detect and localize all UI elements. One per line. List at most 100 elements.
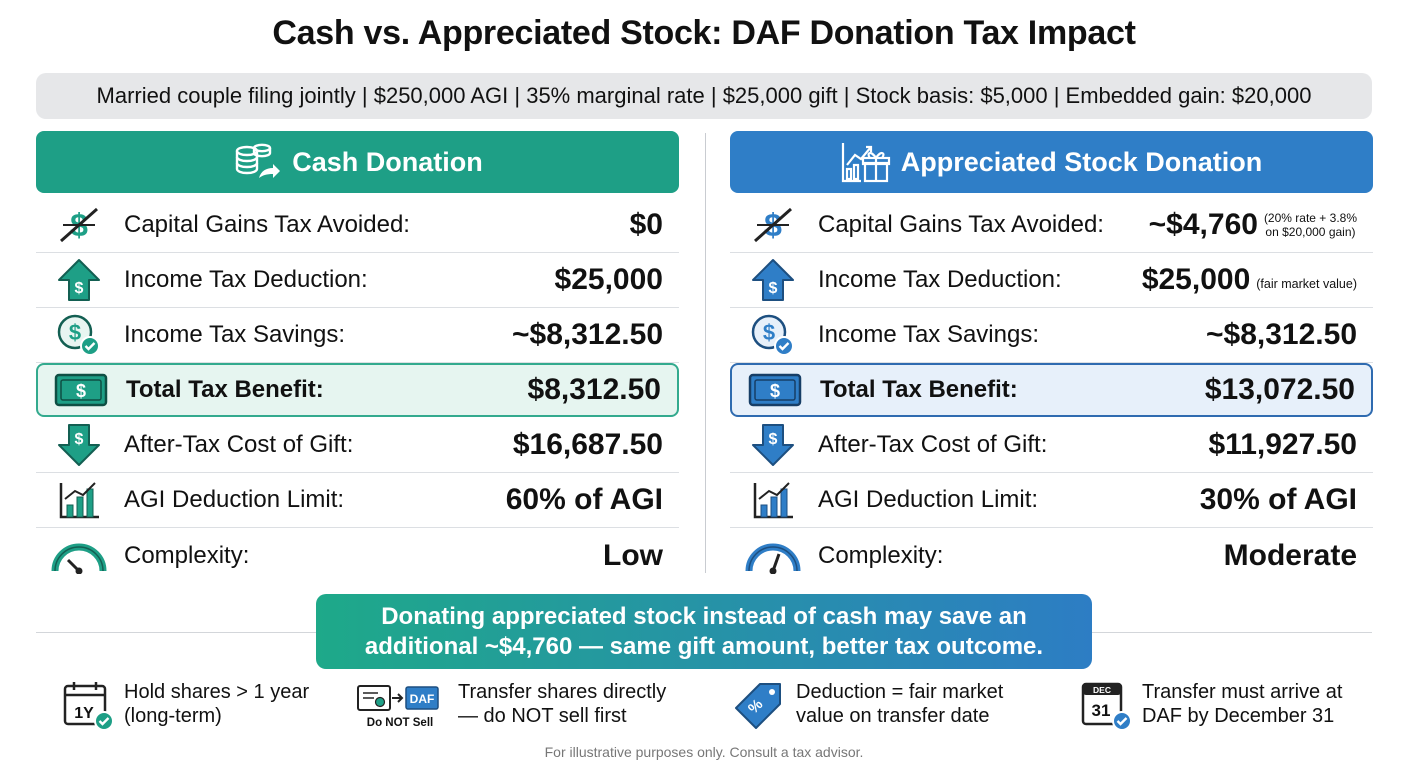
stock-gift-icon bbox=[841, 140, 891, 184]
row-label: Capital Gains Tax Avoided: bbox=[818, 211, 1104, 238]
tip-text: Transfer shares directly — do NOT sell f… bbox=[458, 681, 667, 727]
tip-text: Transfer must arrive at DAF by December … bbox=[1142, 681, 1343, 727]
stock-row-capital-gains: $ Capital Gains Tax Avoided: ~$4,760 (20… bbox=[730, 198, 1373, 253]
tip-transfer-directly: DAF Do NOT Sell Transfer shares directly… bbox=[354, 680, 666, 732]
arrow-down-dollar-icon: $ bbox=[48, 420, 110, 470]
row-value: ~$8,312.50 bbox=[512, 318, 663, 351]
row-label: Income Tax Savings: bbox=[124, 321, 346, 348]
banknote-icon: $ bbox=[50, 365, 112, 415]
svg-text:$: $ bbox=[69, 320, 81, 345]
row-label: AGI Deduction Limit: bbox=[124, 486, 345, 513]
banner-line: Donating appreciated stock instead of ca… bbox=[381, 603, 1027, 630]
certificate-to-daf-icon: DAF Do NOT Sell bbox=[354, 680, 446, 732]
stock-row-income-deduction: $ Income Tax Deduction: $25,000 (fair ma… bbox=[730, 253, 1373, 308]
arrow-up-dollar-icon: $ bbox=[48, 255, 110, 305]
coins-icon bbox=[232, 140, 282, 184]
row-label: Complexity: bbox=[124, 541, 250, 569]
calendar-1y-icon: 1Y bbox=[62, 680, 116, 732]
stock-row-after-tax-cost: $ After-Tax Cost of Gift: $11,927.50 bbox=[730, 418, 1373, 473]
bar-chart-icon bbox=[742, 475, 804, 525]
cash-column: Cash Donation $ Capital Gains Tax Avoide… bbox=[36, 131, 679, 583]
stock-column-title: Appreciated Stock Donation bbox=[900, 146, 1263, 177]
svg-text:$: $ bbox=[770, 381, 780, 401]
cash-row-after-tax-cost: $ After-Tax Cost of Gift: $16,687.50 bbox=[36, 418, 679, 473]
note-line: (20% rate + 3.8% bbox=[1263, 211, 1357, 225]
tips-row: 1Y Hold shares > 1 year (long-term) DAF … bbox=[0, 680, 1408, 742]
no-dollar-icon: $ bbox=[48, 200, 110, 250]
daf-label: DAF bbox=[410, 692, 435, 706]
row-value: Low bbox=[603, 538, 663, 572]
row-value: $25,000 bbox=[554, 263, 663, 296]
gauge-icon bbox=[742, 531, 804, 581]
tip-hold-shares: 1Y Hold shares > 1 year (long-term) bbox=[62, 680, 309, 732]
arrow-up-dollar-icon: $ bbox=[742, 255, 804, 305]
tip-text: Deduction = fair market value on transfe… bbox=[796, 681, 1004, 727]
row-label: After-Tax Cost of Gift: bbox=[124, 431, 354, 458]
month-label: DEC bbox=[1093, 685, 1111, 695]
svg-text:$: $ bbox=[769, 431, 778, 448]
page-title: Cash vs. Appreciated Stock: DAF Donation… bbox=[272, 14, 1136, 52]
stock-column-header: Appreciated Stock Donation bbox=[730, 131, 1373, 193]
svg-text:$: $ bbox=[763, 320, 775, 345]
scenario-bar: Married couple filing jointly | $250,000… bbox=[36, 73, 1372, 119]
row-value: $8,312.50 bbox=[527, 373, 661, 406]
no-dollar-icon: $ bbox=[742, 200, 804, 250]
cash-column-title: Cash Donation bbox=[292, 146, 483, 177]
tip-fair-market-value: % Deduction = fair market value on trans… bbox=[734, 680, 1003, 732]
row-label: Complexity: bbox=[818, 541, 944, 569]
gauge-icon bbox=[48, 531, 110, 581]
row-label: Income Tax Savings: bbox=[818, 321, 1040, 348]
disclaimer: For illustrative purposes only. Consult … bbox=[544, 744, 864, 760]
row-value: $25,000 bbox=[1141, 263, 1251, 296]
banknote-icon: $ bbox=[744, 365, 806, 415]
row-value: $16,687.50 bbox=[512, 428, 663, 461]
stock-row-total-benefit: $ Total Tax Benefit: $13,072.50 bbox=[730, 363, 1373, 417]
calendar-dec31-icon: DEC 31 bbox=[1080, 680, 1134, 732]
cash-row-agi-limit: AGI Deduction Limit: 60% of AGI bbox=[36, 473, 679, 528]
do-not-sell-label: Do NOT Sell bbox=[367, 717, 433, 729]
price-tag-icon: % bbox=[734, 680, 786, 732]
cash-row-income-deduction: $ Income Tax Deduction: $25,000 bbox=[36, 253, 679, 308]
row-value: $11,927.50 bbox=[1208, 428, 1358, 461]
bar-chart-icon bbox=[48, 475, 110, 525]
banner-line: additional ~$4,760 — same gift amount, b… bbox=[364, 633, 1044, 660]
svg-text:$: $ bbox=[75, 431, 84, 448]
stock-row-agi-limit: AGI Deduction Limit: 30% of AGI bbox=[730, 473, 1373, 528]
note-line: on $20,000 gain) bbox=[1265, 225, 1356, 239]
row-note: (20% rate + 3.8% on $20,000 gain) bbox=[1264, 211, 1357, 239]
arrow-down-dollar-icon: $ bbox=[742, 420, 804, 470]
row-label: Total Tax Benefit: bbox=[126, 376, 324, 403]
calendar-label: 1Y bbox=[74, 705, 94, 722]
tip-december-deadline: DEC 31 Transfer must arrive at DAF by De… bbox=[1080, 680, 1342, 732]
row-label: Income Tax Deduction: bbox=[818, 266, 1062, 293]
stock-row-complexity: Complexity: Moderate bbox=[730, 528, 1373, 583]
cash-row-income-savings: $ Income Tax Savings: ~$8,312.50 bbox=[36, 308, 679, 363]
row-label: AGI Deduction Limit: bbox=[818, 486, 1039, 513]
row-value: ~$4,760 bbox=[1148, 208, 1258, 241]
row-value: 30% of AGI bbox=[1199, 483, 1357, 516]
row-value: 60% of AGI bbox=[505, 483, 663, 516]
cash-row-complexity: Complexity: Low bbox=[36, 528, 679, 583]
row-note: (fair market value) bbox=[1256, 277, 1357, 291]
svg-text:$: $ bbox=[769, 280, 778, 297]
row-value: Moderate bbox=[1223, 538, 1357, 572]
cash-column-header: Cash Donation bbox=[36, 131, 679, 193]
cash-row-total-benefit: $ Total Tax Benefit: $8,312.50 bbox=[36, 363, 679, 417]
dollar-check-icon: $ bbox=[48, 310, 110, 360]
row-label: Total Tax Benefit: bbox=[820, 376, 1018, 403]
cash-row-capital-gains: $ Capital Gains Tax Avoided: $0 bbox=[36, 198, 679, 253]
svg-text:$: $ bbox=[75, 280, 84, 297]
row-value: $13,072.50 bbox=[1204, 373, 1355, 406]
column-divider bbox=[705, 133, 706, 573]
row-label: After-Tax Cost of Gift: bbox=[818, 431, 1048, 458]
row-label: Capital Gains Tax Avoided: bbox=[124, 211, 410, 238]
stock-column: Appreciated Stock Donation $ Capital Gai… bbox=[730, 131, 1373, 583]
summary-banner: Donating appreciated stock instead of ca… bbox=[316, 594, 1092, 669]
dollar-check-icon: $ bbox=[742, 310, 804, 360]
stock-row-income-savings: $ Income Tax Savings: ~$8,312.50 bbox=[730, 308, 1373, 363]
day-label: 31 bbox=[1092, 701, 1111, 720]
row-value: ~$8,312.50 bbox=[1206, 318, 1357, 351]
tip-text: Hold shares > 1 year (long-term) bbox=[124, 681, 310, 727]
svg-text:$: $ bbox=[76, 381, 86, 401]
row-value: $0 bbox=[629, 208, 663, 241]
